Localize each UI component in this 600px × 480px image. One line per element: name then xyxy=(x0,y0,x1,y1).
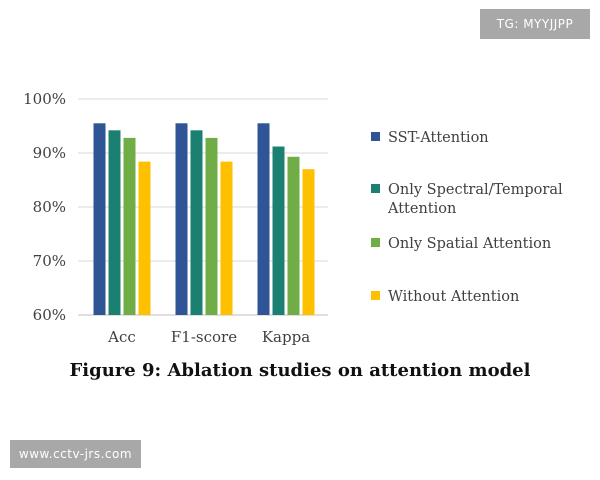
legend-swatch xyxy=(371,238,380,247)
legend-label: Only Spectral/Temporal xyxy=(388,182,563,198)
bars xyxy=(93,123,315,315)
x-tick-label: Kappa xyxy=(262,328,310,346)
figure-caption: Figure 9: Ablation studies on attention … xyxy=(69,360,531,381)
legend-label: Attention xyxy=(387,201,456,217)
bar-kappa-only-spatial-attention xyxy=(287,156,300,315)
watermark-badge-bottom: www.cctv-jrs.com xyxy=(10,440,141,468)
x-axis-ticks: Acc F1-score Kappa xyxy=(107,328,310,346)
x-tick-label: Acc xyxy=(107,328,136,346)
bar-kappa-sst-attention xyxy=(257,123,270,315)
bar-acc-only-spectral-temporal-attention xyxy=(108,130,121,315)
y-tick-label: 80% xyxy=(33,198,66,216)
bar-f1-score-only-spatial-attention xyxy=(205,137,218,315)
legend: SST-Attention Only Spectral/Temporal Atten… xyxy=(371,130,563,305)
legend-swatch xyxy=(371,291,380,300)
legend-swatch xyxy=(371,184,380,193)
watermark-badge-top: TG: MYYJJPP xyxy=(480,9,590,39)
legend-label: SST-Attention xyxy=(388,130,489,146)
bar-f1-score-only-spectral-temporal-attention xyxy=(190,130,203,315)
y-tick-label: 70% xyxy=(33,252,66,270)
y-tick-label: 90% xyxy=(33,144,66,162)
y-axis-ticks: 60% 70% 80% 90% 100% xyxy=(23,90,66,324)
bar-acc-sst-attention xyxy=(93,123,106,315)
bar-kappa-only-spectral-temporal-attention xyxy=(272,146,285,315)
bar-f1-score-without-attention xyxy=(220,161,233,315)
y-tick-label: 100% xyxy=(23,90,66,108)
bar-kappa-without-attention xyxy=(302,169,315,315)
bar-acc-without-attention xyxy=(138,161,151,315)
legend-label: Only Spatial Attention xyxy=(388,236,551,252)
bar-chart: 60% 70% 80% 90% 100% Acc F1-score Kappa SST-At… xyxy=(23,90,563,346)
bar-f1-score-sst-attention xyxy=(175,123,188,315)
bar-acc-only-spatial-attention xyxy=(123,137,136,315)
legend-label: Without Attention xyxy=(388,289,519,305)
y-tick-label: 60% xyxy=(33,306,66,324)
x-tick-label: F1-score xyxy=(171,328,237,346)
legend-swatch xyxy=(371,132,380,141)
